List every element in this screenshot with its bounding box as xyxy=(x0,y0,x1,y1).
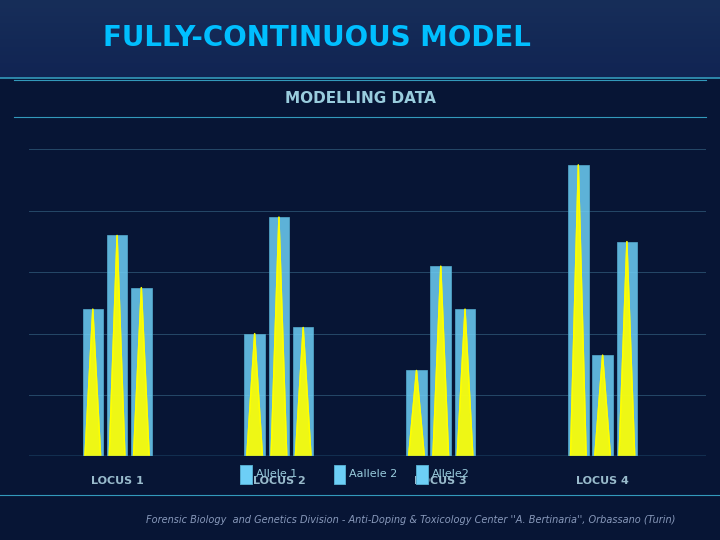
Text: FULLY-CONTINUOUS MODEL: FULLY-CONTINUOUS MODEL xyxy=(103,24,531,52)
Polygon shape xyxy=(271,217,287,456)
Text: MODELLING DATA: MODELLING DATA xyxy=(284,91,436,106)
Bar xyxy=(0,12,720,16)
Polygon shape xyxy=(570,165,586,456)
Text: LOCUS 2: LOCUS 2 xyxy=(253,476,305,486)
Text: Forensic Biology  and Genetics Division - Anti-Doping & Toxicology Center ''A. B: Forensic Biology and Genetics Division -… xyxy=(145,515,675,524)
Bar xyxy=(431,266,451,456)
Text: Aallele 2: Aallele 2 xyxy=(349,469,397,479)
Bar xyxy=(83,309,103,456)
Bar xyxy=(0,28,720,31)
Bar xyxy=(269,217,289,456)
Bar xyxy=(0,0,720,4)
Bar xyxy=(568,165,589,456)
Text: LOCUS 4: LOCUS 4 xyxy=(576,476,629,486)
Polygon shape xyxy=(247,334,263,456)
Polygon shape xyxy=(133,287,149,456)
Bar xyxy=(0,19,720,23)
Bar xyxy=(0,35,720,39)
Bar xyxy=(0,23,720,28)
Bar xyxy=(0,66,720,71)
Polygon shape xyxy=(109,235,125,456)
Bar xyxy=(0,8,720,12)
Bar xyxy=(0,59,720,63)
Bar xyxy=(0,4,720,8)
Text: LOCUS 1: LOCUS 1 xyxy=(91,476,143,486)
Text: Allele2: Allele2 xyxy=(432,469,470,479)
Bar xyxy=(0,16,720,19)
Polygon shape xyxy=(595,355,611,456)
Bar xyxy=(416,465,428,484)
Bar xyxy=(455,309,475,456)
Text: Allele 1: Allele 1 xyxy=(256,469,297,479)
Bar xyxy=(616,241,637,456)
Bar xyxy=(0,43,720,47)
Bar xyxy=(0,55,720,59)
Bar xyxy=(131,287,152,456)
Polygon shape xyxy=(295,327,311,456)
Bar xyxy=(593,355,613,456)
Polygon shape xyxy=(619,241,635,456)
Bar xyxy=(293,327,313,456)
Polygon shape xyxy=(409,370,424,456)
Polygon shape xyxy=(433,266,449,456)
Polygon shape xyxy=(457,309,473,456)
Bar xyxy=(0,51,720,55)
Bar xyxy=(240,465,251,484)
Bar xyxy=(0,39,720,43)
Bar xyxy=(0,47,720,51)
Bar xyxy=(107,235,127,456)
Bar xyxy=(406,370,427,456)
Bar xyxy=(244,334,265,456)
Bar xyxy=(0,63,720,66)
Polygon shape xyxy=(85,309,101,456)
Bar xyxy=(0,70,720,75)
Bar xyxy=(333,465,345,484)
Text: LOCUS 3: LOCUS 3 xyxy=(415,476,467,486)
Bar xyxy=(0,31,720,35)
Bar xyxy=(0,75,720,78)
